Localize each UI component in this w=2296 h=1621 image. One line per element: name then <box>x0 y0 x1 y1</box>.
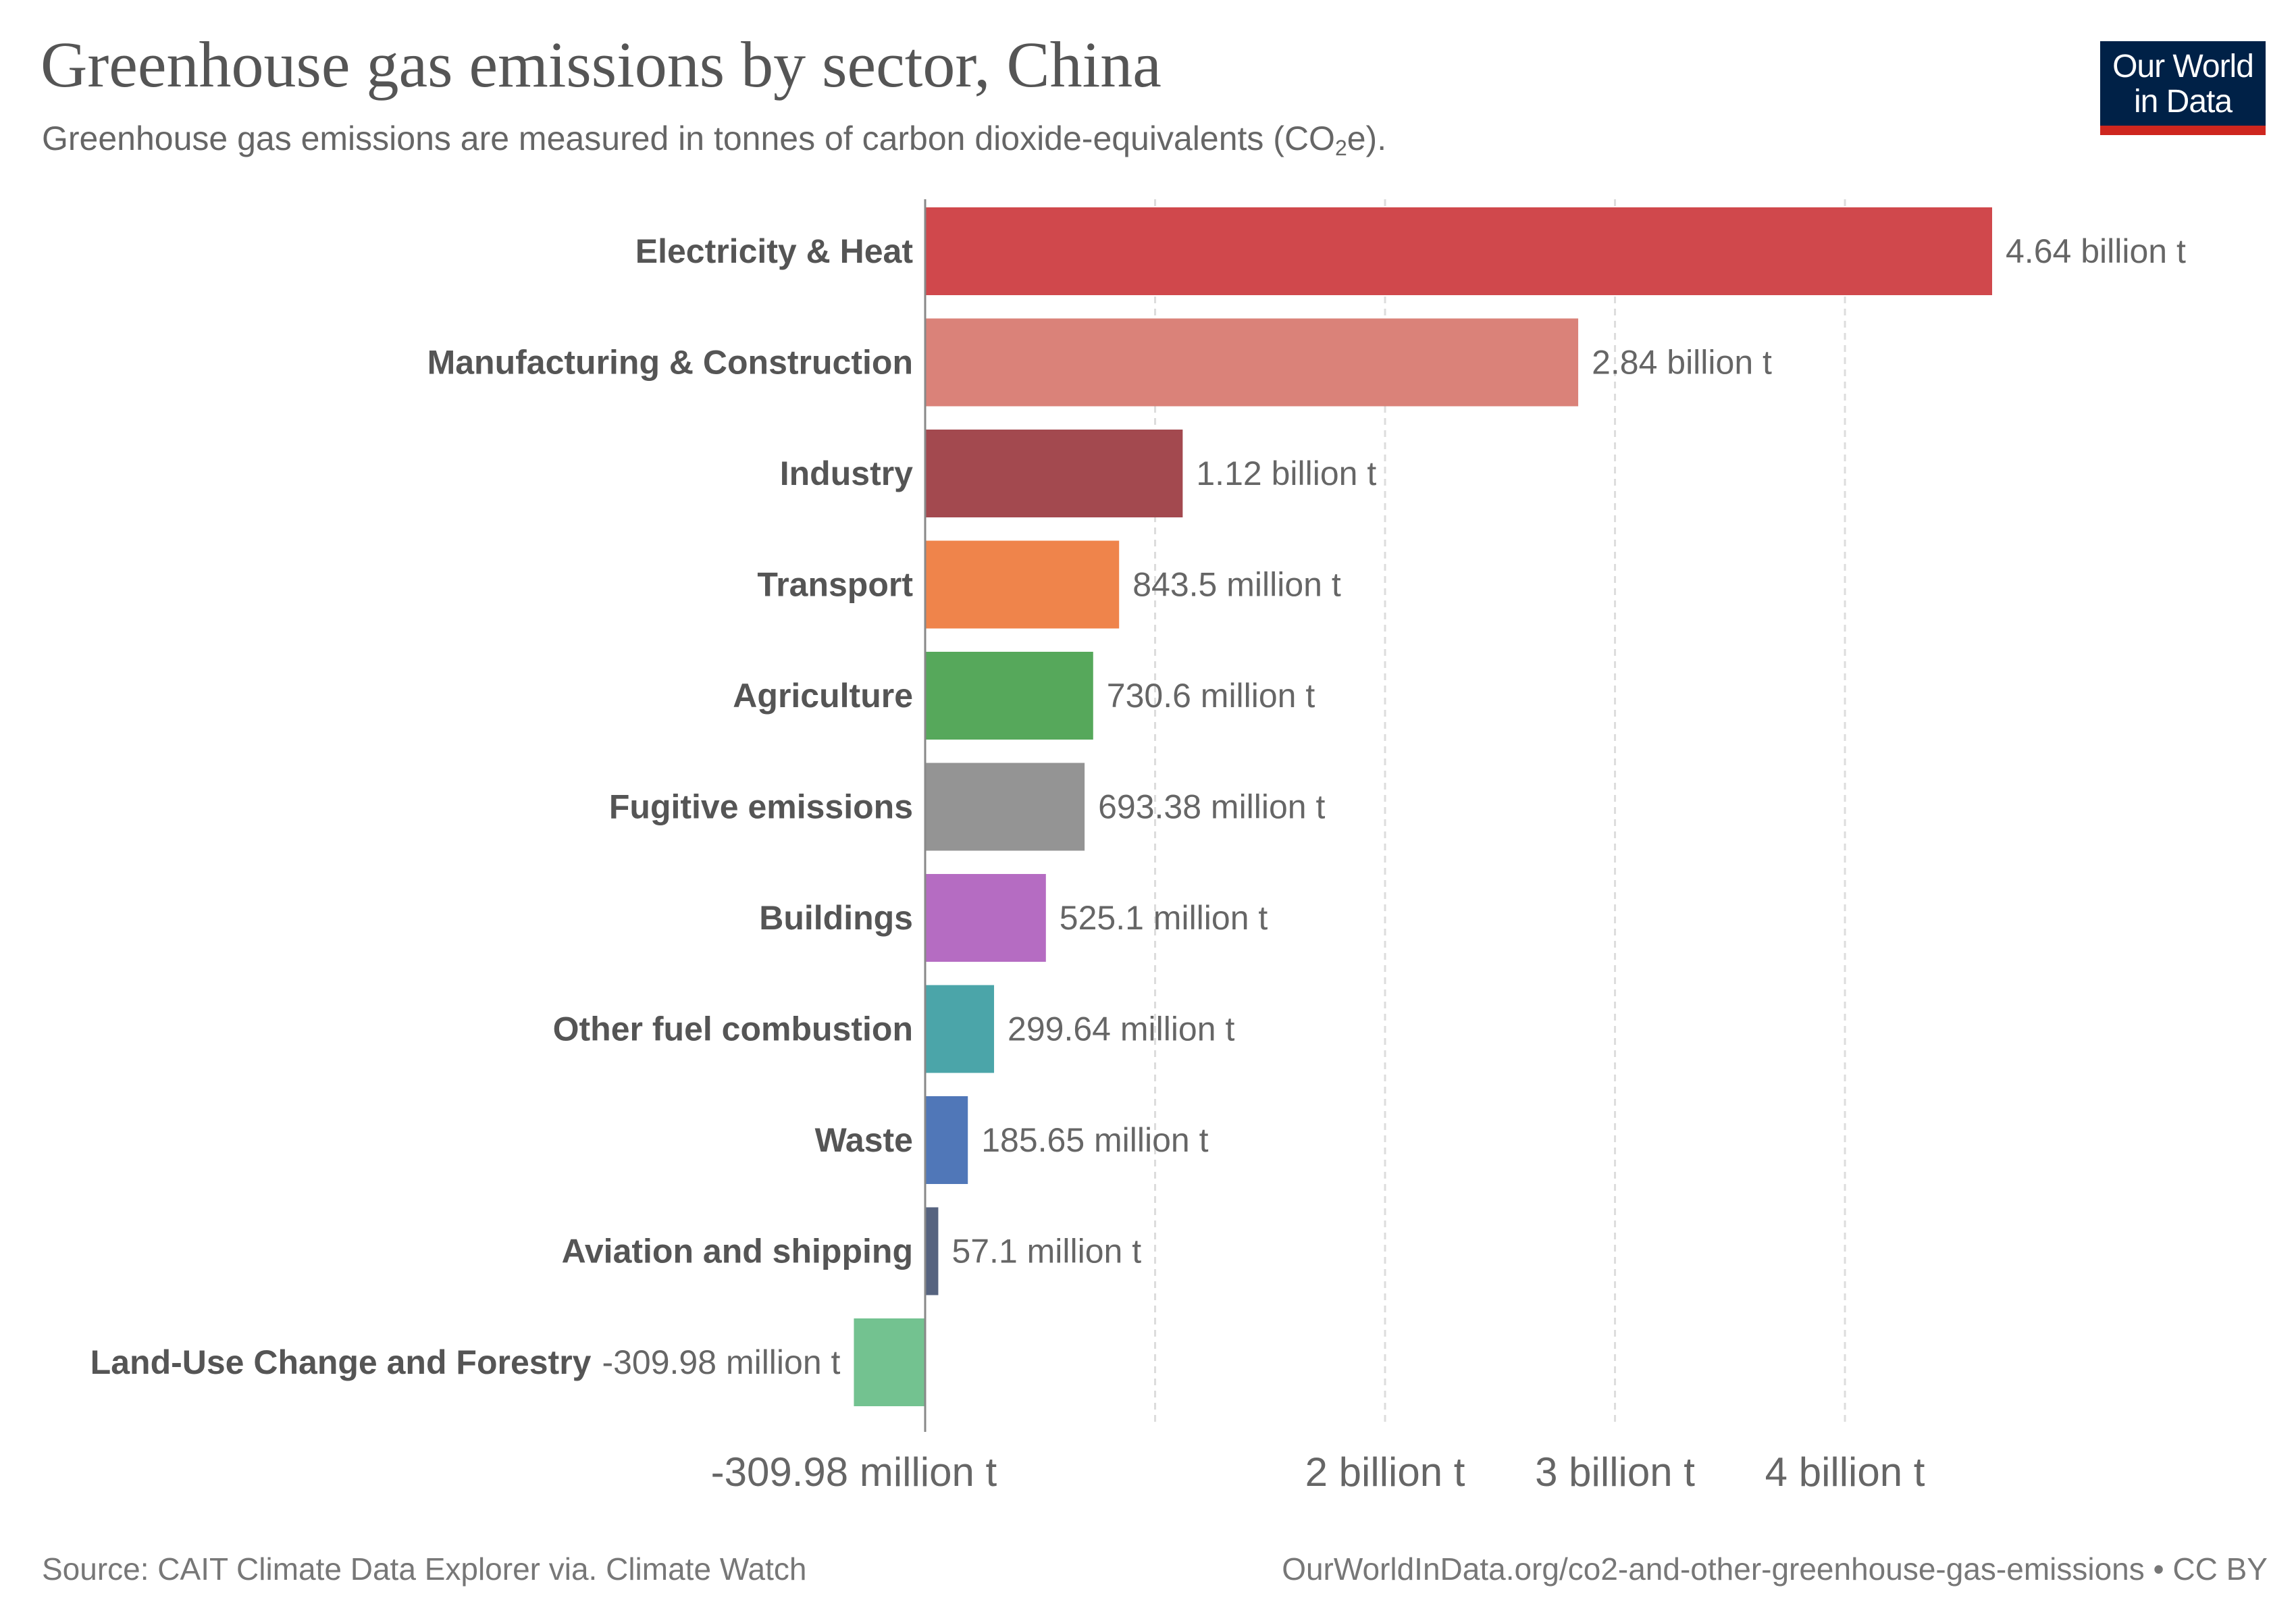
value-label: 730.6 million t <box>1107 677 1315 715</box>
bar-chart: -309.98 million t 2 billion t 3 billion t 4… <box>90 199 2186 1495</box>
x-tick-label: 3 billion t <box>1535 1449 1695 1495</box>
value-label: 693.38 million t <box>1098 788 1325 826</box>
value-label: 4.64 billion t <box>2006 232 2186 270</box>
bar <box>925 430 1183 517</box>
value-label: 2.84 billion t <box>1592 344 1772 382</box>
category-label: Manufacturing & Construction <box>427 344 913 382</box>
bar <box>925 318 1579 407</box>
x-tick-label: 2 billion t <box>1305 1449 1465 1495</box>
category-label: Transport <box>757 566 913 604</box>
value-label: 1.12 billion t <box>1196 455 1376 492</box>
owid-logo[interactable]: Our World in Data <box>2100 41 2266 135</box>
bar <box>925 1207 939 1295</box>
value-label: 57.1 million t <box>951 1233 1141 1270</box>
category-label: Waste <box>815 1121 913 1159</box>
category-label: Electricity & Heat <box>635 232 914 270</box>
category-label: Land-Use Change and Forestry <box>90 1343 592 1381</box>
value-label: -309.98 million t <box>602 1343 840 1381</box>
source-url[interactable]: OurWorldInData.org/co2-and-other-greenho… <box>1282 1551 2268 1587</box>
category-label: Industry <box>780 455 913 492</box>
bar <box>925 763 1085 851</box>
category-label: Fugitive emissions <box>609 788 913 826</box>
subtitle-subscript: 2 <box>1334 136 1347 160</box>
value-label: 843.5 million t <box>1132 566 1341 604</box>
bar <box>854 1318 925 1406</box>
bar <box>925 540 1120 629</box>
logo-line-2: in Data <box>2133 84 2233 120</box>
bar <box>925 1096 968 1184</box>
category-label: Agriculture <box>733 677 913 715</box>
subtitle-text: Greenhouse gas emissions are measured in… <box>42 120 1335 157</box>
bar <box>925 874 1046 962</box>
bar <box>925 652 1093 740</box>
category-label: Buildings <box>759 899 913 937</box>
category-label: Other fuel combustion <box>553 1010 913 1048</box>
chart-title: Greenhouse gas emissions by sector, Chin… <box>41 28 1162 101</box>
logo-line-1: Our World <box>2112 49 2254 84</box>
source-note[interactable]: Source: CAIT Climate Data Explorer via. … <box>42 1551 807 1587</box>
category-label: Aviation and shipping <box>562 1233 913 1270</box>
chart-subtitle: Greenhouse gas emissions are measured in… <box>42 119 1386 161</box>
value-label: 185.65 million t <box>981 1121 1208 1159</box>
value-label: 525.1 million t <box>1060 899 1268 937</box>
x-tick-label: -309.98 million t <box>711 1449 997 1495</box>
bar <box>925 985 995 1073</box>
x-tick-label: 4 billion t <box>1765 1449 1925 1495</box>
value-label: 299.64 million t <box>1008 1010 1234 1048</box>
subtitle-end: e). <box>1347 120 1387 157</box>
bar <box>925 207 1992 295</box>
